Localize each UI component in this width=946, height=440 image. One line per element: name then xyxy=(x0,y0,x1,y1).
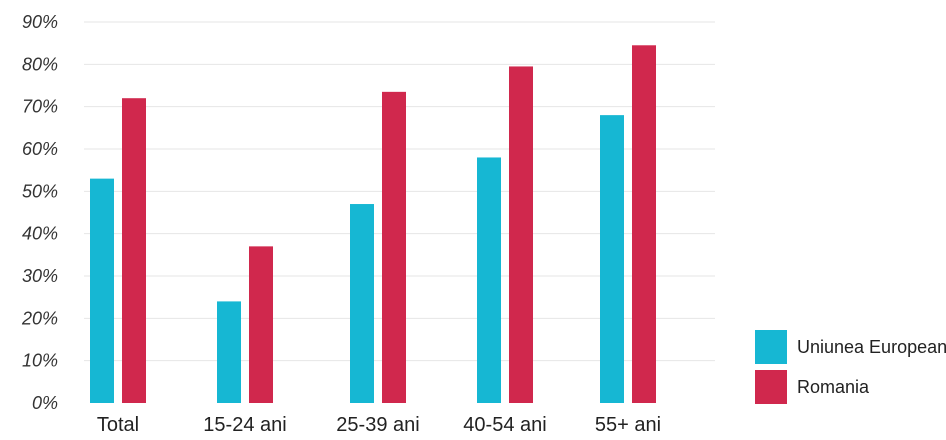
bar-eu-3 xyxy=(477,157,501,403)
y-tick-label: 70% xyxy=(22,97,58,117)
y-axis-ticks: 0% 10% 20% 30% 40% 50% 60% 70% 80% 90% xyxy=(21,12,58,413)
bar-eu-2 xyxy=(350,204,374,403)
y-tick-label: 50% xyxy=(22,181,58,201)
y-tick-label: 60% xyxy=(22,139,58,159)
x-tick-label: Total xyxy=(97,414,139,436)
legend-swatch xyxy=(755,330,787,364)
bars xyxy=(90,45,656,404)
bar-ro-0 xyxy=(122,98,146,403)
y-tick-label: 90% xyxy=(22,12,58,32)
x-tick-label: 40-54 ani xyxy=(463,414,546,436)
bar-eu-4 xyxy=(600,115,624,403)
y-tick-label: 20% xyxy=(21,308,58,328)
bar-ro-4 xyxy=(632,45,656,404)
bar-eu-1 xyxy=(217,301,241,403)
x-tick-label: 25-39 ani xyxy=(336,414,419,436)
legend-label: Uniunea Europeana xyxy=(797,337,946,357)
bar-eu-0 xyxy=(90,178,114,403)
x-tick-label: 55+ ani xyxy=(595,414,661,436)
legend-swatch xyxy=(755,370,787,404)
legend-label: Romania xyxy=(797,377,870,397)
y-tick-label: 10% xyxy=(22,351,58,371)
bar-ro-2 xyxy=(382,91,406,403)
legend: Uniunea Europeana Romania xyxy=(755,330,946,404)
x-axis-ticks: Total 15-24 ani 25-39 ani 40-54 ani 55+ ani xyxy=(97,414,661,436)
y-tick-label: 80% xyxy=(22,54,58,74)
y-tick-label: 30% xyxy=(22,266,58,286)
bar-ro-3 xyxy=(509,66,533,403)
y-tick-label: 40% xyxy=(22,224,58,244)
bar-ro-1 xyxy=(249,246,273,403)
x-tick-label: 15-24 ani xyxy=(203,414,286,436)
y-tick-label: 0% xyxy=(32,393,58,413)
